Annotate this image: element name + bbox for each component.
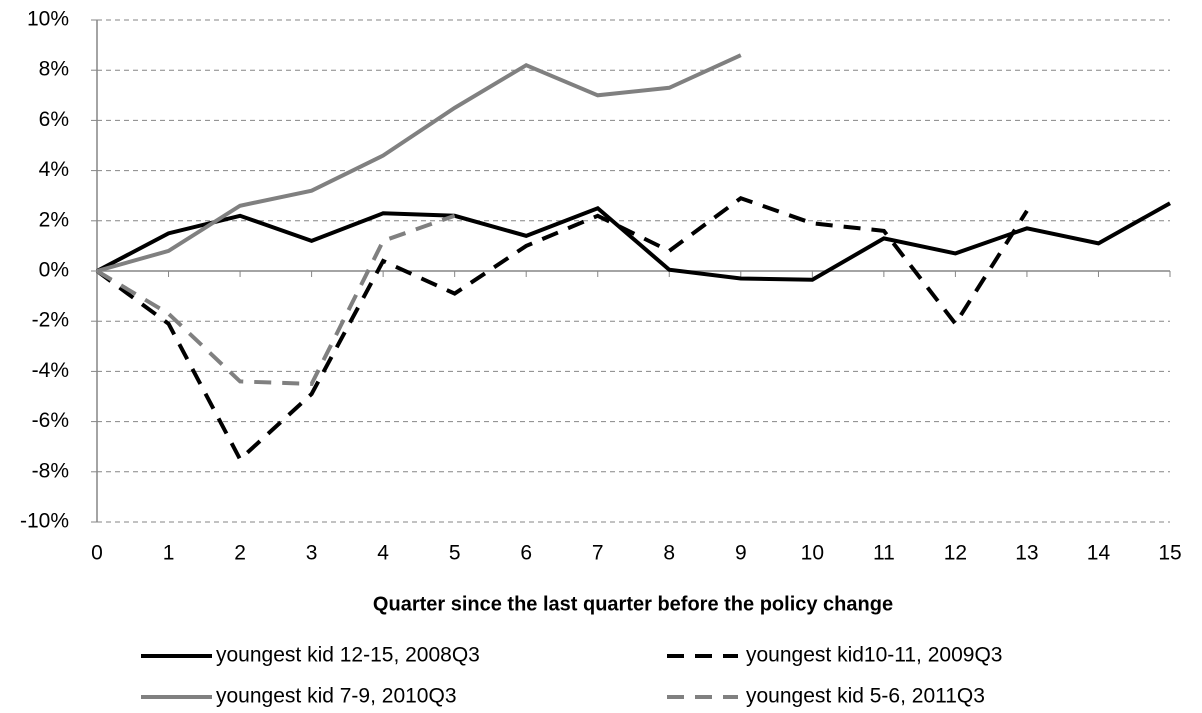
x-tick-label: 7 <box>592 542 604 565</box>
legend-label: youngest kid10-11, 2009Q3 <box>746 644 1002 667</box>
y-tick-label: -6% <box>32 409 69 432</box>
legend-label: youngest kid 12-15, 2008Q3 <box>216 644 480 667</box>
x-tick-label: 13 <box>1015 542 1038 565</box>
y-tick-label: 4% <box>39 158 69 181</box>
x-tick-label: 3 <box>306 542 318 565</box>
x-tick-label: 2 <box>234 542 246 565</box>
y-tick-label: 2% <box>39 208 69 231</box>
y-tick-label: 10% <box>27 8 69 31</box>
x-tick-label: 9 <box>735 542 747 565</box>
series-line <box>95 213 456 386</box>
x-axis-title: Quarter since the last quarter before th… <box>373 593 893 615</box>
x-tick-label: 1 <box>163 542 175 565</box>
y-tick-label: -2% <box>32 309 69 332</box>
y-tick-label: -4% <box>32 359 69 382</box>
x-tick-label: 4 <box>377 542 389 565</box>
series-line <box>95 195 1029 463</box>
legend-label: youngest kid 7-9, 2010Q3 <box>216 685 457 708</box>
y-tick-label: -8% <box>32 459 69 482</box>
series-line <box>96 53 742 273</box>
y-tick-label: 0% <box>39 259 69 282</box>
x-tick-label: 12 <box>944 542 967 565</box>
x-tick-label: 6 <box>520 542 532 565</box>
x-tick-label: 8 <box>663 542 675 565</box>
x-tick-label: 14 <box>1087 542 1111 565</box>
x-tick-label: 5 <box>449 542 461 565</box>
y-tick-label: 8% <box>39 58 69 81</box>
y-tick-label: -10% <box>20 510 69 533</box>
legend-label: youngest kid 5-6, 2011Q3 <box>746 685 985 708</box>
y-tick-label: 6% <box>39 108 69 131</box>
x-tick-label: 10 <box>801 542 824 565</box>
series-line <box>96 201 1171 282</box>
x-tick-label: 0 <box>91 542 103 565</box>
x-tick-label: 11 <box>873 542 895 565</box>
x-tick-label: 15 <box>1158 542 1181 565</box>
